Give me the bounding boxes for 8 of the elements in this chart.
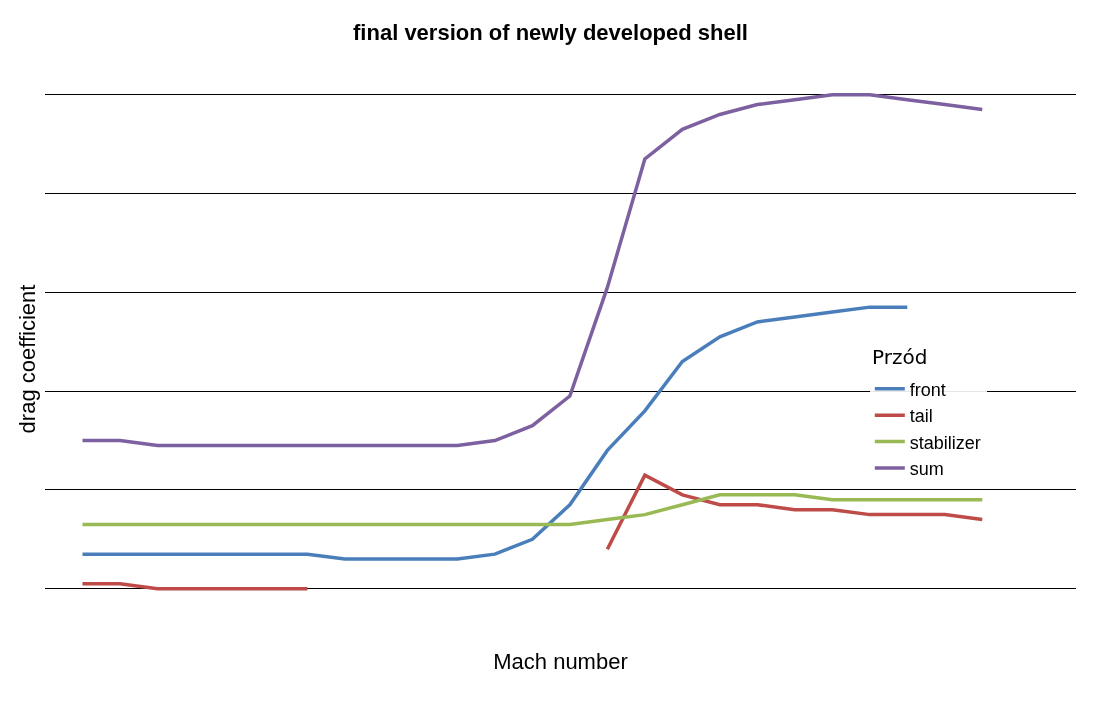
legend-label: front bbox=[909, 379, 946, 400]
legend-label: tail bbox=[909, 406, 933, 427]
chart-title: final version of newly developed shell bbox=[353, 20, 748, 46]
annotation: Przód bbox=[872, 345, 928, 369]
x-axis-title: Mach number bbox=[493, 648, 628, 674]
legend-label: sum bbox=[909, 458, 944, 479]
y-axis-title: drag coefficient bbox=[14, 284, 40, 434]
legend-label: stabilizer bbox=[909, 432, 981, 453]
